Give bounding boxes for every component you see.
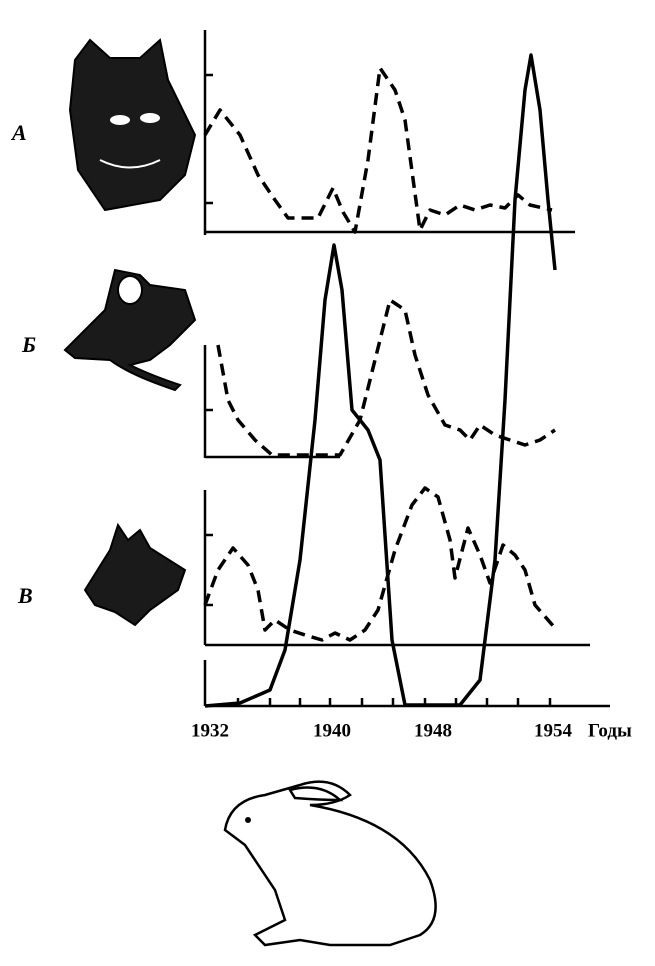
x-axis-unit: Годы: [588, 720, 632, 741]
x-tick-label: 1948: [414, 720, 452, 741]
lynx-illustration: [68, 38, 197, 212]
hare-illustration: [223, 780, 437, 947]
fox-illustration: [63, 268, 197, 392]
hare-curve: [204, 53, 557, 708]
fox-curve: [216, 298, 556, 457]
x-tick-label: 1954: [534, 720, 573, 741]
panel-label: А: [10, 120, 27, 145]
x-tick-label: 1932: [191, 720, 229, 741]
lynx-curve: [203, 66, 553, 234]
panel-label: Б: [21, 332, 36, 357]
x-tick-label: 1940: [313, 720, 351, 741]
axes: [203, 30, 610, 708]
panel-label: В: [17, 583, 33, 608]
sable-curve: [203, 486, 557, 642]
sable-illustration: [83, 522, 187, 627]
